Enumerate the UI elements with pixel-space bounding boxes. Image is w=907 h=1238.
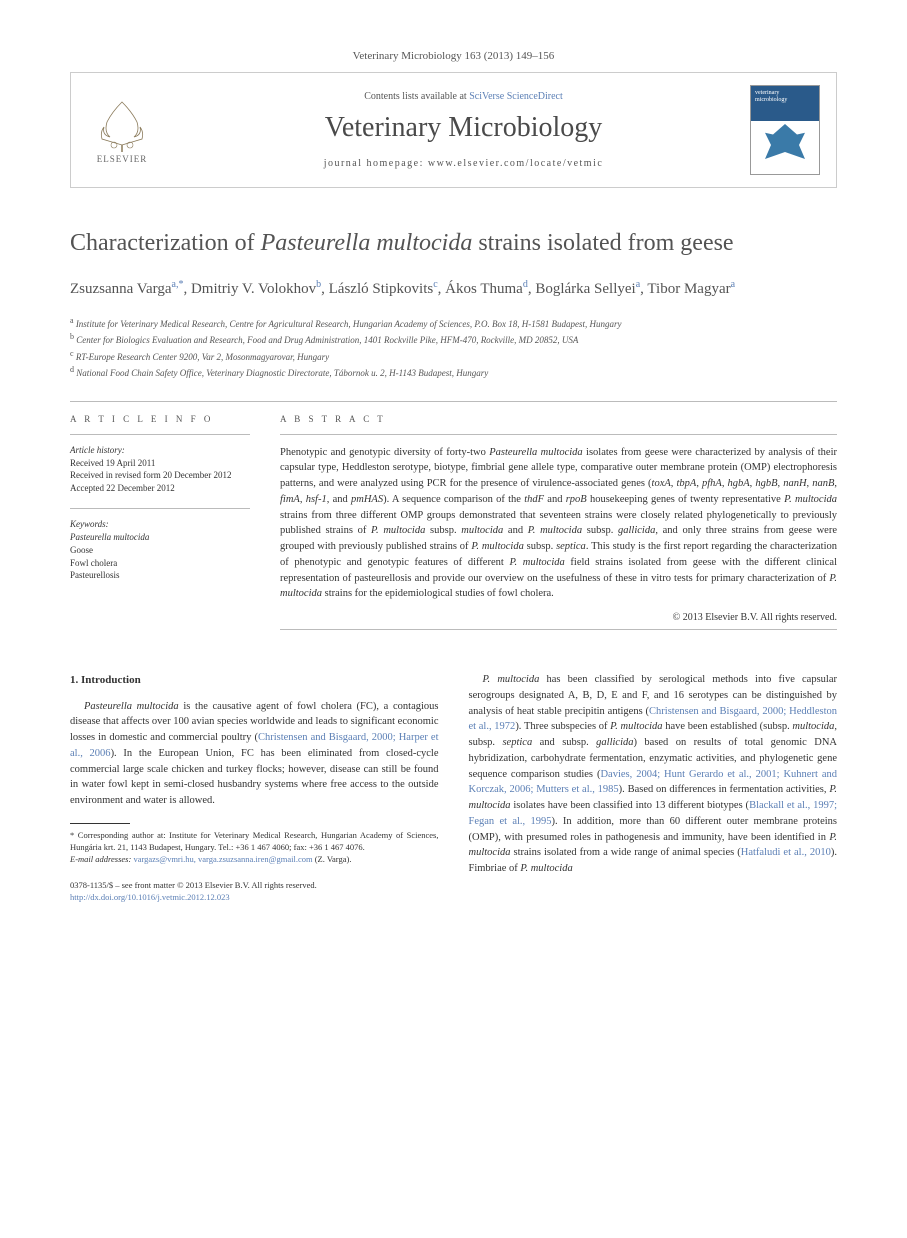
affiliations-block: a Institute for Veterinary Medical Resea… [70, 315, 837, 381]
sciencedirect-link[interactable]: SciVerse ScienceDirect [469, 91, 563, 102]
issn-footer: 0378-1135/$ – see front matter © 2013 El… [70, 880, 439, 904]
body-paragraph: P. multocida has been classified by sero… [469, 672, 838, 877]
history-line: Received 19 April 2011 [70, 457, 250, 470]
elsevier-tree-icon [92, 97, 152, 152]
keywords-heading: Keywords: [70, 519, 250, 529]
keyword: Goose [70, 544, 250, 557]
article-info-sidebar: A R T I C L E I N F O Article history: R… [70, 414, 250, 643]
journal-masthead: ELSEVIER Contents lists available at Sci… [70, 72, 837, 188]
affiliation: d National Food Chain Safety Office, Vet… [70, 364, 837, 381]
article-history-block: Article history: Received 19 April 2011 … [70, 434, 250, 495]
affiliation: b Center for Biologics Evaluation and Re… [70, 331, 837, 348]
author-list: Zsuzsanna Vargaa,*, Dmitriy V. Volokhovb… [70, 277, 837, 301]
keywords-block: Keywords: Pasteurella multocida Goose Fo… [70, 508, 250, 581]
abstract-column: A B S T R A C T Phenotypic and genotypic… [280, 414, 837, 643]
doi-link[interactable]: http://dx.doi.org/10.1016/j.vetmic.2012.… [70, 892, 230, 902]
elsevier-wordmark: ELSEVIER [97, 154, 148, 164]
contents-available-line: Contents lists available at SciVerse Sci… [177, 91, 750, 102]
elsevier-logo: ELSEVIER [87, 90, 157, 170]
email-label: E-mail addresses: [70, 854, 131, 864]
body-paragraph: Pasteurella multocida is the causative a… [70, 699, 439, 809]
article-page: Veterinary Microbiology 163 (2013) 149–1… [0, 0, 907, 943]
journal-cover-thumbnail: veterinary microbiology [750, 85, 820, 175]
abstract-label: A B S T R A C T [280, 414, 837, 424]
body-two-column: 1. Introduction Pasteurella multocida is… [70, 672, 837, 903]
keyword: Pasteurellosis [70, 569, 250, 582]
history-line: Received in revised form 20 December 201… [70, 469, 250, 482]
footnote-divider [70, 823, 130, 824]
body-column-left: 1. Introduction Pasteurella multocida is… [70, 672, 439, 903]
email-addresses[interactable]: vargazs@vmri.hu, varga.zsuzsanna.iren@gm… [133, 854, 312, 864]
abstract-text: Phenotypic and genotypic diversity of fo… [280, 434, 837, 603]
masthead-center: Contents lists available at SciVerse Sci… [177, 91, 750, 169]
article-info-label: A R T I C L E I N F O [70, 414, 250, 424]
affiliation: a Institute for Veterinary Medical Resea… [70, 315, 837, 332]
history-heading: Article history: [70, 445, 250, 455]
abstract-copyright: © 2013 Elsevier B.V. All rights reserved… [280, 612, 837, 623]
cover-title: veterinary microbiology [755, 90, 787, 103]
homepage-url[interactable]: www.elsevier.com/locate/vetmic [428, 158, 603, 169]
keyword: Pasteurella multocida [70, 531, 250, 544]
keyword: Fowl cholera [70, 557, 250, 570]
email-person: (Z. Varga). [315, 854, 352, 864]
abstract-end-divider [280, 629, 837, 630]
homepage-prefix: journal homepage: [324, 158, 428, 169]
running-header: Veterinary Microbiology 163 (2013) 149–1… [70, 50, 837, 62]
issn-line: 0378-1135/$ – see front matter © 2013 El… [70, 880, 439, 892]
body-column-right: P. multocida has been classified by sero… [469, 672, 838, 903]
affiliation: c RT-Europe Research Center 9200, Var 2,… [70, 348, 837, 365]
journal-homepage-line: journal homepage: www.elsevier.com/locat… [177, 158, 750, 169]
journal-name: Veterinary Microbiology [177, 112, 750, 144]
corresponding-author-note: * Corresponding author at: Institute for… [70, 830, 439, 854]
history-line: Accepted 22 December 2012 [70, 482, 250, 495]
article-title: Characterization of Pasteurella multocid… [70, 228, 837, 259]
contents-prefix: Contents lists available at [364, 91, 469, 102]
section-heading: 1. Introduction [70, 672, 439, 689]
corresponding-email: E-mail addresses: vargazs@vmri.hu, varga… [70, 854, 439, 866]
info-abstract-row: A R T I C L E I N F O Article history: R… [70, 414, 837, 643]
section-divider [70, 401, 837, 402]
